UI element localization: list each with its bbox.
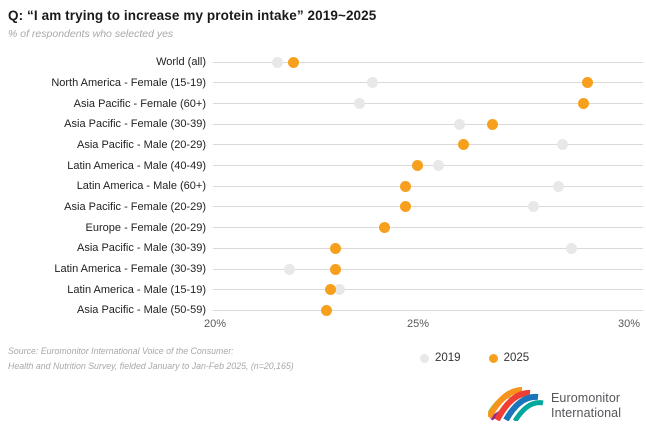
row-gridline: [213, 227, 643, 229]
dot-2025: [399, 201, 411, 213]
legend-item-2025: 2025: [488, 352, 530, 364]
row-gridline: [213, 309, 643, 311]
dot-2025: [288, 56, 300, 68]
chart-row: Asia Pacific - Female (30-39): [0, 114, 646, 134]
dot-2025: [577, 98, 589, 110]
dot-2025: [412, 160, 424, 172]
chart-row: Asia Pacific - Male (50-59): [0, 300, 646, 320]
dot-2019: [528, 201, 540, 213]
dot-2019: [565, 242, 577, 254]
category-label: North America - Female (15-19): [51, 76, 206, 89]
source-line-1: Source: Euromonitor International Voice …: [8, 346, 234, 356]
row-gridline: [213, 268, 643, 270]
dot-2019: [354, 98, 366, 110]
dot-2025: [325, 284, 337, 296]
legend: 2019 2025: [420, 350, 529, 366]
legend-item-2019: 2019: [420, 352, 461, 364]
logo-line-2: International: [551, 406, 622, 420]
category-label: Latin America - Male (15-19): [67, 283, 206, 296]
x-axis-tick-25: 25%: [406, 318, 430, 330]
chart-title: Q: “I am trying to increase my protein i…: [8, 8, 377, 23]
category-label: Europe - Female (20-29): [85, 221, 206, 234]
dot-2019: [284, 263, 296, 275]
dot-2019: [453, 118, 465, 130]
category-label: Asia Pacific - Male (30-39): [77, 242, 206, 255]
row-gridline: [213, 61, 643, 63]
chart-row: North America - Female (15-19): [0, 73, 646, 93]
category-label: Asia Pacific - Male (20-29): [77, 138, 206, 151]
dot-2025: [457, 139, 469, 151]
dot-2025: [582, 77, 594, 89]
source-line-2: Health and Nutrition Survey, fielded Jan…: [8, 361, 294, 371]
legend-2025-dot-icon: [488, 353, 498, 363]
dot-2025: [486, 118, 498, 130]
category-label: Asia Pacific - Female (20-29): [64, 200, 206, 213]
chart-row: Europe - Female (20-29): [0, 218, 646, 238]
row-gridline: [213, 103, 643, 105]
chart-row: Asia Pacific - Female (60+): [0, 94, 646, 114]
chart-row: World (all): [0, 52, 646, 72]
category-label: Asia Pacific - Male (50-59): [77, 304, 206, 317]
row-gridline: [213, 144, 643, 146]
chart-subtitle: % of respondents who selected yes: [8, 28, 174, 40]
dot-2025: [329, 263, 341, 275]
dot-2019: [271, 56, 283, 68]
dot-2025: [329, 242, 341, 254]
dot-2025: [399, 180, 411, 192]
row-gridline: [213, 185, 643, 187]
category-label: World (all): [156, 56, 206, 69]
dot-2019: [557, 139, 569, 151]
euromonitor-logo-text: Euromonitor International: [551, 391, 621, 421]
chart-row: Latin America - Male (60+): [0, 176, 646, 196]
dot-2019: [553, 180, 565, 192]
chart-row: Asia Pacific - Male (30-39): [0, 238, 646, 258]
chart-row: Latin America - Female (30-39): [0, 259, 646, 279]
chart-row: Asia Pacific - Female (20-29): [0, 197, 646, 217]
legend-2019-dot-icon: [420, 353, 429, 363]
dot-2019: [433, 160, 445, 172]
row-gridline: [213, 82, 643, 84]
row-gridline: [213, 123, 643, 125]
category-label: Asia Pacific - Female (30-39): [64, 118, 206, 131]
dot-2019: [366, 77, 378, 89]
chart-row: Asia Pacific - Male (20-29): [0, 135, 646, 155]
logo-line-1: Euromonitor: [551, 391, 621, 405]
source-note: Source: Euromonitor International Voice …: [8, 344, 294, 374]
category-label: Latin America - Male (40-49): [67, 159, 206, 172]
category-label: Latin America - Female (30-39): [54, 263, 206, 275]
euromonitor-logo-icon: [486, 386, 544, 424]
category-label: Asia Pacific - Female (60+): [73, 97, 206, 110]
row-gridline: [213, 289, 643, 291]
legend-2025-label: 2025: [503, 352, 530, 364]
category-label: Latin America - Male (60+): [76, 180, 206, 193]
dot-2019: [333, 284, 345, 296]
x-axis-tick-30: 30%: [617, 318, 641, 330]
x-axis-tick-20: 20%: [203, 318, 227, 330]
chart-row: Latin America - Male (40-49): [0, 156, 646, 176]
dot-2025: [379, 222, 391, 234]
row-gridline: [213, 247, 643, 249]
euromonitor-logo: Euromonitor International: [486, 386, 621, 424]
dot-2025: [321, 304, 333, 316]
row-gridline: [213, 165, 643, 167]
row-gridline: [213, 206, 643, 208]
chart-row: Latin America - Male (15-19): [0, 280, 646, 300]
legend-2019-label: 2019: [435, 352, 461, 364]
